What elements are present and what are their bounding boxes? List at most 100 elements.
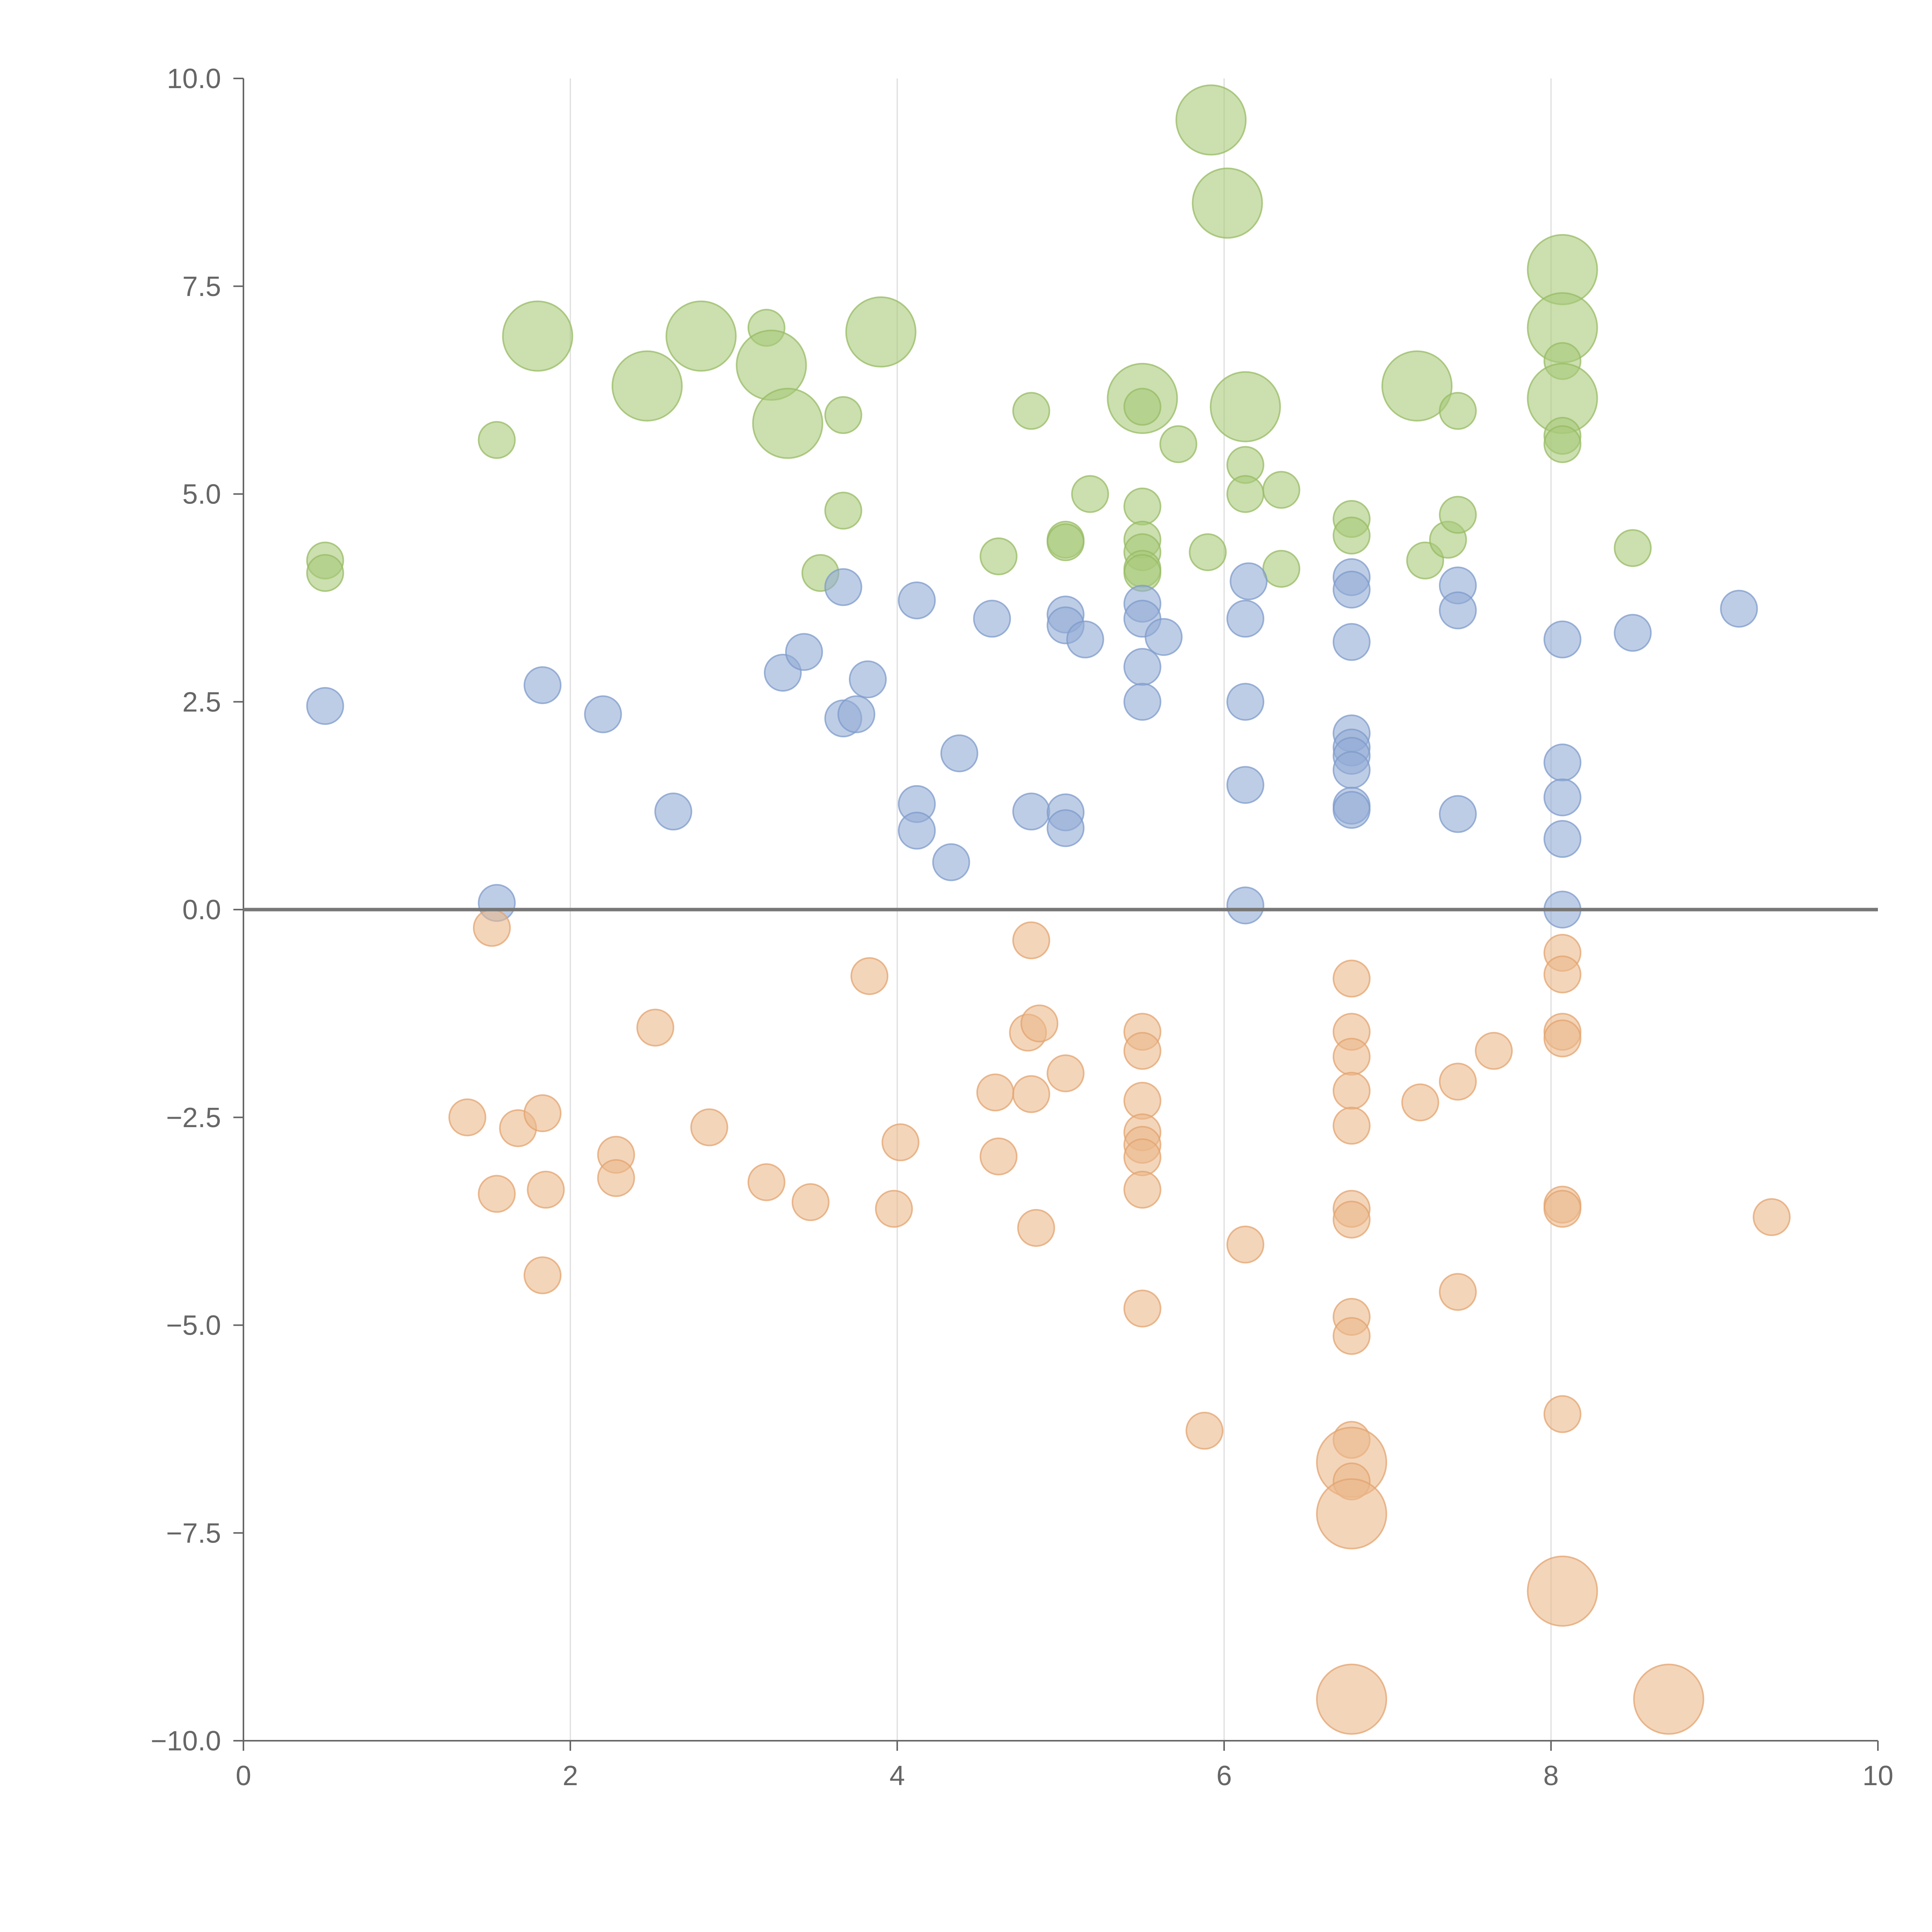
orange-data-point — [875, 1190, 913, 1228]
orange-data-point — [1633, 1663, 1704, 1735]
y-tick-label: −2.5 — [166, 1102, 221, 1133]
orange-data-point — [1017, 1209, 1055, 1247]
orange-data-point — [1543, 1019, 1582, 1058]
green-data-point — [1226, 475, 1264, 513]
blue-data-point — [1543, 820, 1582, 858]
blue-data-point — [1332, 791, 1371, 829]
orange-data-point — [1123, 1138, 1162, 1176]
orange-data-point — [1020, 1004, 1059, 1043]
blue-data-point — [1123, 648, 1162, 686]
y-tick-label: 5.0 — [182, 479, 221, 510]
orange-data-point — [527, 1170, 565, 1209]
green-data-point — [1175, 84, 1247, 156]
orange-data-point — [524, 1256, 562, 1294]
orange-data-point — [1185, 1412, 1224, 1450]
data-points — [306, 84, 1791, 1735]
green-data-point — [1159, 425, 1197, 463]
orange-data-point — [1316, 1663, 1387, 1735]
orange-data-point — [1332, 1107, 1371, 1145]
green-data-point — [1543, 425, 1582, 463]
orange-data-point — [1439, 1063, 1477, 1101]
blue-data-point — [824, 568, 862, 606]
tick-labels: 0 2 4 6 8 10 10.0 7.5 5.0 2.5 0.0 −2.5 −5.0 −7.5 −10.0 — [151, 63, 1893, 1791]
series-blue — [306, 558, 1758, 929]
blue-data-point — [1145, 618, 1183, 656]
green-data-point — [665, 300, 737, 372]
orange-data-point — [1123, 1032, 1162, 1070]
green-data-point — [1189, 533, 1227, 571]
blue-data-point — [524, 666, 562, 704]
orange-data-point — [850, 957, 889, 995]
blue-data-point — [1614, 614, 1652, 652]
green-data-point — [1123, 487, 1162, 526]
blue-data-point — [1066, 620, 1104, 658]
green-data-point — [1332, 517, 1371, 555]
orange-data-point — [1332, 1037, 1371, 1076]
y-tick-label: 10.0 — [167, 63, 221, 94]
y-tick-label: 7.5 — [182, 271, 221, 302]
green-data-point — [1262, 550, 1301, 588]
orange-data-point — [791, 1183, 830, 1221]
blue-data-point — [1123, 683, 1162, 721]
y-tick-label: −5.0 — [166, 1310, 221, 1341]
blue-data-point — [932, 843, 970, 881]
orange-data-point — [690, 1108, 728, 1146]
orange-data-point — [1332, 1071, 1371, 1110]
blue-data-point — [837, 695, 876, 733]
orange-data-point — [597, 1159, 635, 1197]
x-tick-label: 6 — [1216, 1760, 1232, 1791]
green-data-point — [478, 421, 516, 459]
blue-data-point — [898, 811, 936, 850]
blue-data-point — [785, 633, 823, 671]
blue-data-point — [898, 581, 936, 619]
blue-data-point — [849, 660, 887, 699]
y-tick-label: 0.0 — [182, 895, 221, 925]
blue-data-point — [1543, 620, 1582, 658]
x-tick-label: 4 — [889, 1760, 905, 1791]
green-data-point — [1614, 529, 1652, 567]
orange-data-point — [1332, 1317, 1371, 1355]
green-data-point — [306, 554, 344, 592]
blue-data-point — [1332, 751, 1371, 789]
blue-data-point — [1226, 766, 1264, 804]
blue-data-point — [1332, 570, 1371, 609]
blue-data-point — [1226, 886, 1264, 925]
series-green — [306, 84, 1652, 592]
orange-data-point — [448, 1098, 486, 1136]
orange-data-point — [1527, 1555, 1598, 1627]
orange-data-point — [1012, 921, 1050, 959]
orange-data-point — [478, 1175, 516, 1213]
green-data-point — [611, 350, 683, 422]
green-data-point — [1381, 350, 1453, 422]
orange-data-point — [1123, 1170, 1162, 1209]
orange-data-point — [1226, 1225, 1264, 1264]
green-data-point — [845, 296, 917, 368]
y-tick-label: 2.5 — [182, 687, 221, 718]
green-data-point — [752, 388, 823, 459]
orange-data-point — [1475, 1032, 1513, 1070]
blue-data-point — [584, 695, 622, 733]
x-tick-label: 10 — [1862, 1760, 1893, 1791]
green-data-point — [1439, 392, 1477, 430]
blue-data-point — [1543, 778, 1582, 816]
orange-data-point — [976, 1073, 1014, 1112]
green-data-point — [1012, 392, 1050, 430]
y-tick-label: −10.0 — [151, 1726, 221, 1757]
orange-data-point — [1439, 1273, 1477, 1311]
orange-data-point — [881, 1123, 920, 1162]
green-data-point — [1046, 523, 1085, 561]
blue-data-point — [1012, 793, 1050, 831]
orange-data-point — [636, 1009, 674, 1047]
x-tick-label: 2 — [563, 1760, 578, 1791]
orange-data-point — [1753, 1198, 1791, 1236]
orange-data-point — [1543, 1395, 1582, 1433]
green-data-point — [502, 300, 573, 372]
blue-data-point — [1230, 562, 1268, 600]
blue-data-point — [973, 600, 1011, 638]
orange-data-point — [1543, 1190, 1582, 1228]
blue-data-point — [306, 687, 344, 725]
x-tick-label: 0 — [236, 1760, 251, 1791]
green-data-point — [1192, 167, 1263, 239]
blue-data-point — [1226, 683, 1264, 721]
